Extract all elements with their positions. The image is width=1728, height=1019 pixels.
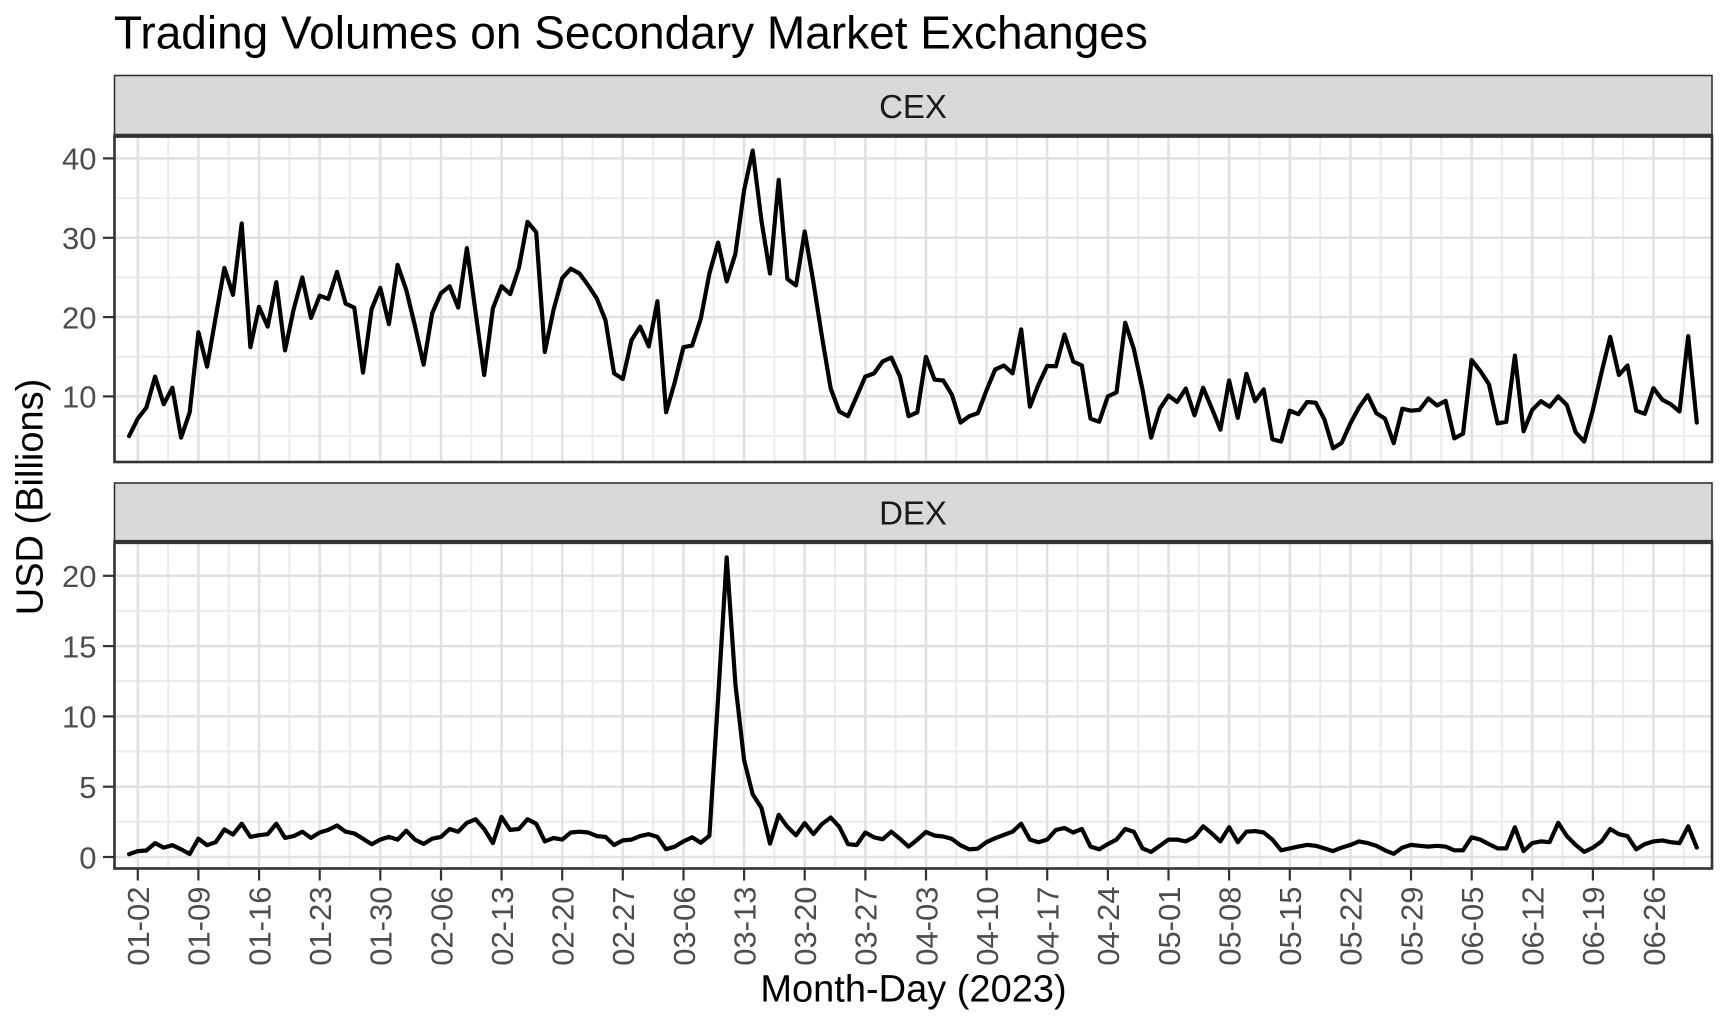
svg-text:02-20: 02-20 [546,887,581,966]
svg-text:06-05: 06-05 [1455,887,1490,966]
svg-text:01-30: 01-30 [364,887,399,966]
svg-text:02-13: 02-13 [485,887,520,966]
svg-text:06-12: 06-12 [1516,887,1551,966]
svg-text:40: 40 [62,142,96,177]
svg-text:10: 10 [62,700,96,735]
svg-text:03-13: 03-13 [727,887,762,966]
svg-text:05-29: 05-29 [1394,887,1429,966]
svg-text:03-20: 03-20 [788,887,823,966]
svg-text:20: 20 [62,300,96,335]
svg-text:01-09: 01-09 [182,887,217,966]
svg-text:06-26: 06-26 [1637,887,1672,966]
svg-text:5: 5 [79,770,96,805]
svg-text:05-15: 05-15 [1273,887,1308,966]
svg-text:04-17: 04-17 [1031,887,1066,966]
svg-text:04-24: 04-24 [1091,887,1126,966]
svg-text:02-27: 02-27 [606,887,641,966]
svg-text:05-08: 05-08 [1212,887,1247,966]
svg-text:USD (Billions): USD (Billions) [10,379,52,615]
svg-text:20: 20 [62,559,96,594]
svg-text:02-06: 02-06 [424,887,459,966]
svg-text:Month-Day (2023): Month-Day (2023) [760,969,1066,1011]
svg-text:30: 30 [62,221,96,256]
svg-text:04-10: 04-10 [970,887,1005,966]
svg-text:05-01: 05-01 [1152,887,1187,966]
svg-text:05-22: 05-22 [1334,887,1369,966]
svg-text:01-02: 01-02 [121,887,156,966]
svg-text:01-23: 01-23 [303,887,338,966]
svg-text:03-06: 03-06 [667,887,702,966]
svg-text:CEX: CEX [879,88,947,125]
svg-text:Trading Volumes on Secondary M: Trading Volumes on Secondary Market Exch… [114,7,1148,59]
svg-text:DEX: DEX [879,495,947,532]
svg-text:0: 0 [79,840,96,875]
svg-text:06-19: 06-19 [1576,887,1611,966]
svg-text:04-03: 04-03 [909,887,944,966]
svg-text:01-16: 01-16 [242,887,277,966]
svg-text:15: 15 [62,629,96,664]
svg-text:10: 10 [62,380,96,415]
svg-text:03-27: 03-27 [849,887,884,966]
